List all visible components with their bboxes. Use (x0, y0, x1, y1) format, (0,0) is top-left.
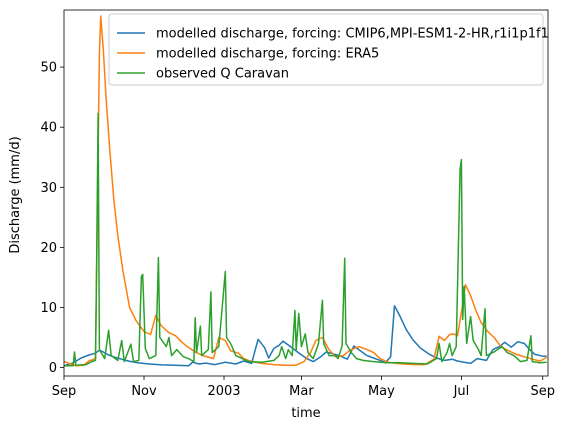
y-tick-label: 30 (40, 181, 57, 196)
y-tick-label: 20 (40, 241, 57, 256)
x-axis: Sep Nov 2003 Mar May Jul Sep (52, 376, 555, 399)
legend: modelled discharge, forcing: CMIP6,MPI-E… (108, 13, 549, 86)
x-tick-label: Sep (52, 384, 77, 399)
legend-label-2: modelled discharge, forcing: ERA5 (156, 47, 379, 62)
series-line-3 (64, 112, 547, 367)
legend-box (108, 13, 544, 86)
plot-frame (63, 9, 549, 377)
y-axis-label: Discharge (mm/d) (8, 136, 23, 253)
legend-label-3: observed Q Caravan (156, 67, 289, 82)
y-tick-label: 0 (49, 361, 57, 376)
x-tick-label: Sep (530, 384, 555, 399)
x-tick-label: Mar (289, 384, 314, 399)
y-tick-label: 10 (40, 301, 57, 316)
y-axis: 0 10 20 30 40 50 (40, 61, 64, 376)
x-tick-label: 2003 (207, 384, 240, 399)
series-line-1 (63, 304, 547, 367)
x-tick-label: Jul (453, 384, 470, 399)
series-line-2 (63, 15, 548, 367)
y-tick-label: 40 (40, 121, 57, 136)
x-axis-label: time (291, 406, 320, 421)
x-tick-label: Nov (131, 384, 157, 399)
x-tick-label: May (368, 384, 395, 399)
series-layer (63, 15, 548, 367)
legend-label-1: modelled discharge, forcing: CMIP6,MPI-E… (156, 27, 549, 42)
y-tick-label: 50 (40, 61, 57, 76)
